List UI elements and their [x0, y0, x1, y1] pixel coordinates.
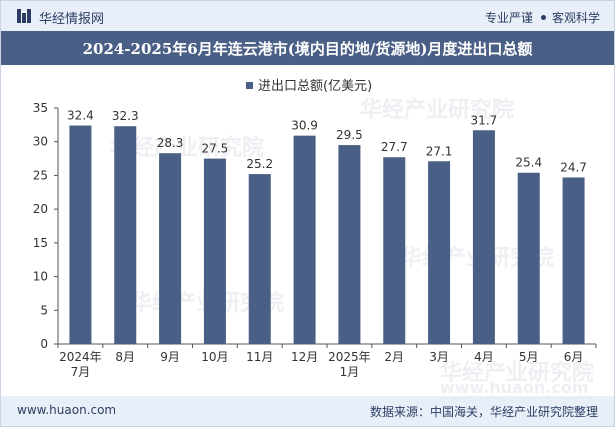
y-tick-label: 15	[33, 236, 48, 250]
x-tick-label: 2024年	[59, 350, 102, 364]
separator-dot-icon	[540, 15, 546, 20]
bar-value-label: 27.5	[202, 142, 229, 156]
bar	[562, 177, 585, 344]
x-tick-label: 1月	[340, 365, 360, 379]
x-tick-label: 6月	[564, 350, 584, 364]
y-tick-label: 25	[33, 168, 48, 182]
bar	[159, 153, 182, 344]
bar	[428, 161, 451, 344]
bar-value-label: 24.7	[560, 160, 587, 174]
y-tick-label: 30	[33, 135, 48, 149]
bar	[248, 174, 271, 344]
legend-swatch	[246, 81, 253, 89]
top-bar: 华经情报网 专业严谨 客观科学	[1, 1, 614, 31]
bar	[338, 145, 361, 344]
bar	[69, 125, 92, 344]
bar	[472, 130, 495, 344]
y-tick-label: 35	[33, 101, 48, 115]
bar-value-label: 27.1	[426, 144, 453, 158]
brand-name: 华经情报网	[39, 12, 105, 27]
y-tick-label: 0	[40, 337, 48, 351]
footer-bar: www.huaon.com 数据来源：中国海关，华经产业研究院整理	[1, 396, 614, 426]
x-tick-label: 8月	[115, 350, 135, 364]
footer-site: www.huaon.com	[17, 403, 117, 417]
tag-professional: 专业严谨	[484, 11, 533, 25]
bar-value-label: 28.3	[157, 136, 184, 150]
watermark-text: 华经产业研究院	[360, 98, 515, 123]
bar-value-label: 29.5	[336, 128, 363, 142]
bar-value-label: 31.7	[471, 113, 498, 127]
x-tick-label: 12月	[291, 350, 318, 364]
bar	[114, 126, 137, 344]
x-tick-label: 10月	[201, 350, 228, 364]
title-bar: 2024-2025年6月年连云港市(境内目的地/货源地)月度进出口总额	[1, 31, 614, 65]
x-tick-label: 5月	[519, 350, 539, 364]
watermark-url: www.huaon.com	[440, 378, 589, 397]
y-tick-label: 5	[40, 303, 48, 317]
watermark-text: 华经产业研究院	[440, 361, 595, 386]
bar-value-label: 32.4	[67, 109, 94, 123]
chart-title: 2024-2025年6月年连云港市(境内目的地/货源地)月度进出口总额	[82, 40, 533, 58]
bar	[517, 172, 540, 344]
x-tick-label: 9月	[160, 350, 180, 364]
bar-value-label: 25.4	[515, 156, 542, 170]
x-tick-label: 3月	[429, 350, 449, 364]
bar	[203, 158, 226, 344]
bar-value-label: 32.3	[112, 109, 139, 123]
x-tick-label: 4月	[474, 350, 494, 364]
x-tick-label: 2月	[384, 350, 404, 364]
x-tick-label: 11月	[246, 350, 273, 364]
bar-value-label: 25.2	[246, 157, 273, 171]
bar-value-label: 30.9	[291, 119, 318, 133]
y-tick-label: 20	[33, 202, 48, 216]
footer-source: 数据来源：中国海关，华经产业研究院整理	[369, 405, 598, 419]
chart-legend: 进出口总额(亿美元)	[246, 75, 372, 94]
tag-objective: 客观科学	[551, 11, 600, 25]
y-tick-label: 10	[33, 270, 48, 284]
x-tick-label: 7月	[71, 365, 91, 379]
bar	[293, 135, 316, 344]
brand-tags: 专业严谨 客观科学	[485, 9, 600, 26]
bar-value-label: 27.7	[381, 140, 408, 154]
x-tick-label: 2025年	[328, 350, 371, 364]
bar	[383, 157, 406, 344]
brand-logo-icon	[17, 9, 31, 23]
legend-label: 进出口总额(亿美元)	[258, 79, 373, 94]
